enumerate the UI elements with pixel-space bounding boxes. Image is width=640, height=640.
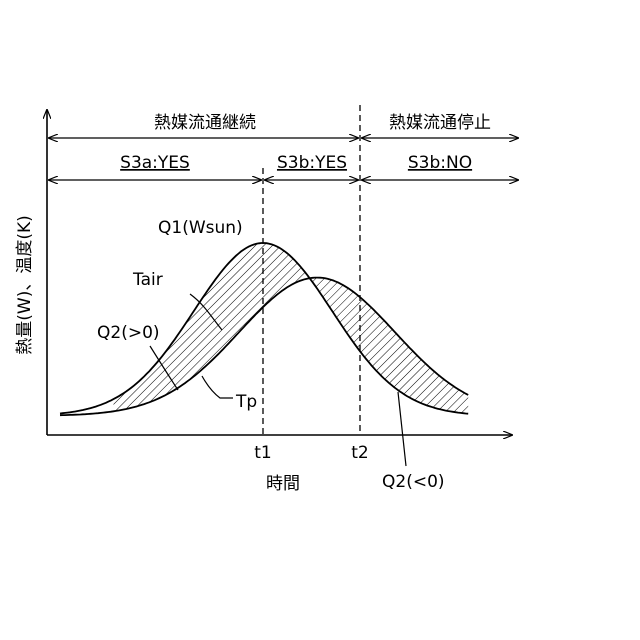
label-tp: Tp: [235, 392, 257, 412]
label-q2-neg: Q2(<0): [382, 472, 445, 492]
sub-label-s3b-no: S3b:NO: [408, 153, 472, 173]
x-axis-label: 時間: [266, 474, 300, 494]
q2-negative-area: [310, 278, 468, 414]
y-axis-label: 熱量(W)、温度(K): [15, 215, 35, 355]
phase-label-continue: 熱媒流通継続: [154, 113, 256, 133]
leader-tp: [202, 376, 233, 398]
label-tair: Tair: [132, 270, 163, 290]
leader-q2-neg: [398, 392, 406, 466]
sub-label-s3b-yes: S3b:YES: [277, 153, 347, 173]
sub-label-s3a-yes: S3a:YES: [120, 153, 190, 173]
label-q1: Q1(Wsun): [158, 218, 243, 238]
label-q2-pos: Q2(>0): [97, 323, 160, 343]
phase-label-stop: 熱媒流通停止: [389, 113, 491, 133]
x-tick-t1: t1: [254, 443, 271, 463]
x-tick-t2: t2: [351, 443, 368, 463]
